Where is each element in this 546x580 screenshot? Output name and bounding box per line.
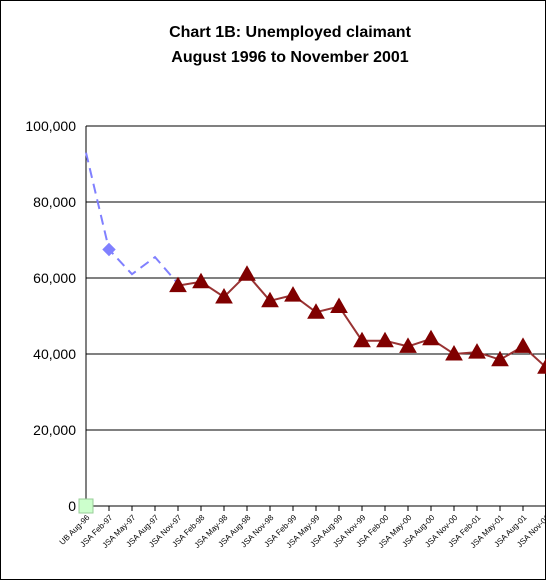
data-point-triangle [284,286,302,302]
data-point-triangle [215,287,233,304]
data-point-triangle [192,272,210,289]
data-point-triangle [422,329,440,346]
data-point-triangle [445,344,463,361]
data-point-diamond [102,242,116,257]
data-point-triangle [537,358,546,374]
data-point-triangle [514,337,532,353]
data-point-triangle [399,337,417,353]
chart-title-line-1: Chart 1B: Unemployed claimant [169,24,412,41]
data-point-triangle [169,276,187,293]
y-tick-label: 0 [68,498,76,514]
data-point-triangle [376,331,394,348]
data-point-triangle [353,331,371,348]
data-point-triangle [468,343,486,359]
data-point-triangle [307,303,325,319]
y-tick-labels: 0 20,000 40,000 60,000 80,000 100,000 [25,118,76,514]
series-layer [78,152,546,514]
y-tick-label: 100,000 [25,118,76,134]
data-point-triangle [261,291,279,308]
plot-grid [85,125,546,511]
series-line [85,152,179,285]
y-tick-label: 80,000 [33,194,76,210]
y-tick-label: 40,000 [33,346,76,362]
data-point-triangle [491,350,509,367]
y-tick-label: 60,000 [33,270,76,286]
data-point-triangle [330,297,348,313]
data-point-triangle [238,265,256,281]
y-tick-label: 20,000 [33,422,76,438]
chart-title-line-2: August 1996 to November 2001 [171,49,409,66]
data-point-square [78,498,94,514]
